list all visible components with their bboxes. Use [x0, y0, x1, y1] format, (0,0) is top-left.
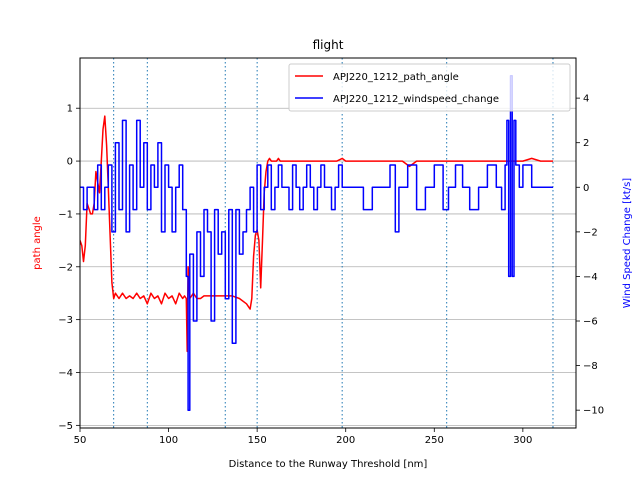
- legend-label-windspeed-change: APJ220_1212_windspeed_change: [333, 94, 499, 105]
- series-line-windspeed-change: [80, 75, 553, 411]
- right-y-tick-label: 2: [583, 138, 589, 149]
- left-y-tick-label: −5: [58, 421, 73, 432]
- right-y-axis: −10 −8 −6 −4 −2 0 2 4: [576, 94, 604, 417]
- plot-frame: [79, 57, 577, 429]
- legend-label-path-angle: APJ220_1212_path_angle: [333, 72, 459, 83]
- left-y-tick-label: 1: [67, 104, 73, 115]
- left-y-axis: −5 −4 −3 −2 −1 0 1: [58, 104, 80, 432]
- left-y-tick-label: −4: [58, 368, 73, 379]
- right-y-tick-label: −10: [583, 406, 604, 417]
- vertical-markers: [113, 58, 554, 428]
- x-tick-label: 150: [248, 435, 267, 446]
- legend-box: [288, 63, 571, 112]
- series-line-path-angle: [80, 115, 553, 353]
- right-y-tick-label: 4: [583, 94, 589, 105]
- right-y-tick-label: −2: [583, 227, 598, 238]
- legend: APJ220_1212_path_angle APJ220_1212_winds…: [288, 63, 571, 112]
- right-y-tick-label: −8: [583, 361, 598, 372]
- left-y-tick-label: −1: [58, 209, 73, 220]
- x-tick-label: 100: [159, 435, 178, 446]
- left-y-tick-label: −2: [58, 262, 73, 273]
- left-y-tick-label: 0: [67, 157, 73, 168]
- left-y-axis-title: path angle: [32, 216, 43, 270]
- right-y-tick-label: −4: [583, 272, 598, 283]
- x-tick-label: 200: [336, 435, 355, 446]
- left-y-tick-label: −3: [58, 315, 73, 326]
- x-axis: 50 100 150 200 250 300: [74, 428, 532, 446]
- x-tick-label: 300: [513, 435, 532, 446]
- right-y-axis-title: Wind Speed Change [kt/s]: [622, 178, 633, 308]
- x-tick-label: 250: [425, 435, 444, 446]
- x-axis-title: Distance to the Runway Threshold [nm]: [229, 459, 428, 470]
- chart-title: flight: [313, 38, 344, 52]
- right-y-tick-label: −6: [583, 317, 598, 328]
- right-y-tick-label: 0: [583, 183, 589, 194]
- x-tick-label: 50: [74, 435, 87, 446]
